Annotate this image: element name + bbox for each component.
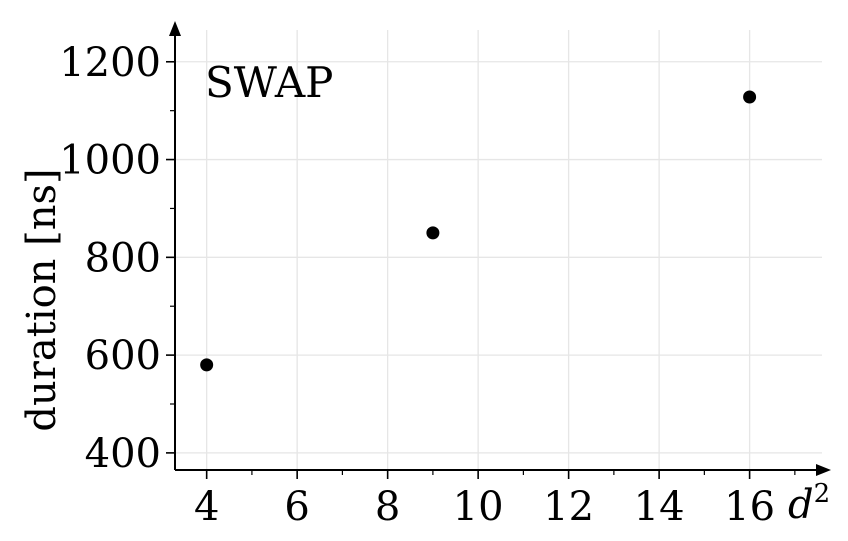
axes [169, 21, 831, 476]
x-tick-label: 8 [375, 484, 400, 530]
x-tick-label: 6 [284, 484, 309, 530]
grid [175, 30, 822, 470]
ticks: 4 6 8 10 12 14 16 400 600 800 1000 1200 [59, 40, 796, 530]
data-points [200, 90, 757, 372]
y-tick-label: 600 [85, 333, 161, 379]
y-tick-label: 800 [85, 235, 161, 281]
annotation-label: SWAP [205, 58, 333, 107]
x-axis-label-base: d [788, 482, 814, 528]
y-axis-label: duration [ns] [19, 168, 65, 431]
y-tick-label: 400 [85, 431, 161, 477]
x-tick-label: 12 [543, 484, 594, 530]
data-point [743, 90, 757, 104]
y-tick-label: 1000 [59, 138, 161, 184]
y-axis-arrow [169, 21, 181, 36]
y-tick-label: 1200 [59, 40, 161, 86]
x-axis-arrow [816, 464, 831, 476]
data-point [426, 226, 440, 240]
x-axis-label-superscript: 2 [814, 479, 831, 509]
x-tick-label: 16 [724, 484, 775, 530]
data-point [200, 358, 214, 372]
x-tick-label: 10 [453, 484, 504, 530]
x-tick-label: 4 [194, 484, 219, 530]
x-axis-label: d2 [788, 479, 830, 528]
x-tick-label: 14 [634, 484, 685, 530]
